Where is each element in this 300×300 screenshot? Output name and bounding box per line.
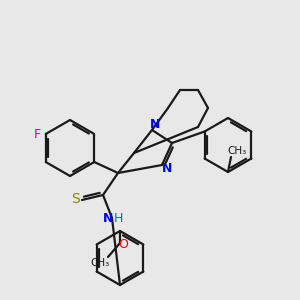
Text: CH₃: CH₃ bbox=[90, 258, 110, 268]
Text: N: N bbox=[103, 212, 113, 226]
Text: N: N bbox=[150, 118, 160, 131]
Text: F: F bbox=[34, 128, 41, 140]
Text: CH₃: CH₃ bbox=[227, 146, 247, 156]
Text: S: S bbox=[70, 192, 80, 206]
Text: O: O bbox=[118, 238, 128, 251]
Text: H: H bbox=[113, 212, 123, 226]
Text: N: N bbox=[162, 163, 172, 176]
